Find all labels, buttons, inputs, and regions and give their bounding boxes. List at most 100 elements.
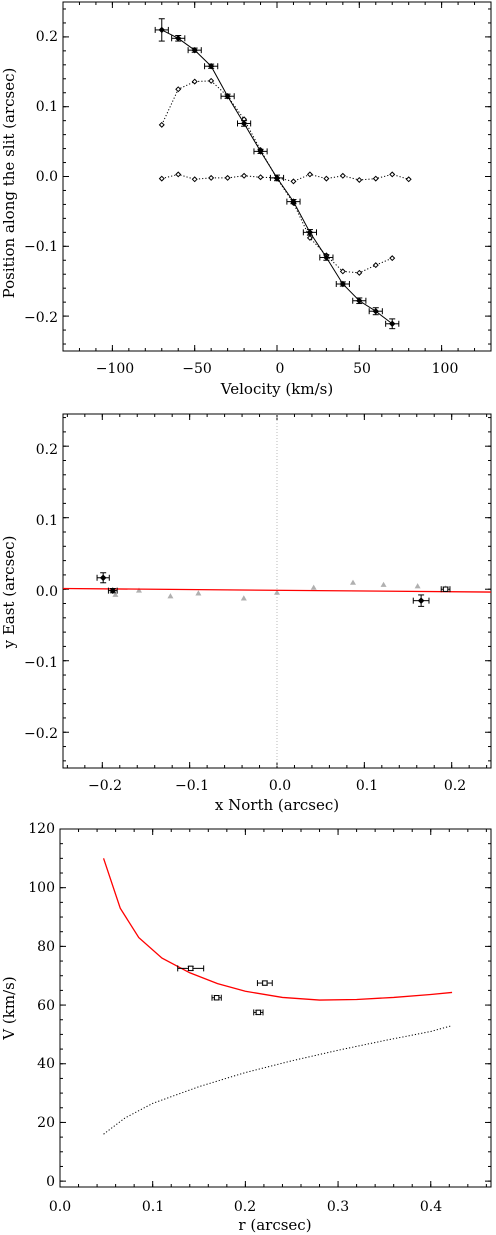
filled-data-point (389, 320, 396, 327)
y-axis-label: Position along the slit (arcsec) (0, 68, 18, 299)
y-tick-label: 0.2 (36, 29, 58, 45)
red-fit-line (62, 587, 492, 593)
y-tick-label: 0 (46, 1174, 55, 1190)
open-diamond-point (389, 255, 396, 262)
y-tick-label: −0.1 (24, 655, 58, 671)
filled-data-point (339, 280, 347, 288)
open-diamond-point (208, 77, 215, 84)
x-tick-label: 100 (432, 361, 459, 377)
open-diamond-point (257, 174, 264, 181)
filled-data-point (158, 26, 165, 34)
x-tick-label: 50 (353, 361, 371, 377)
x-tick-label: −0.1 (175, 778, 209, 794)
open-square-point (262, 980, 268, 986)
y-tick-label: 0.0 (36, 584, 58, 600)
gray-triangle-point (195, 590, 202, 596)
x-tick-label: −0.2 (88, 778, 122, 794)
x-tick-label: −100 (96, 361, 134, 377)
open-diamond-point (175, 86, 182, 93)
gray-triangle-point (135, 587, 142, 593)
x-tick-label: 0.0 (269, 778, 291, 794)
y-tick-label: 40 (37, 1056, 55, 1072)
y-tick-label: 0.1 (36, 513, 58, 529)
y-tick-label: 0.1 (36, 99, 58, 115)
filled-data-point (372, 308, 379, 315)
open-diamond-point (306, 171, 313, 178)
open-square-point (442, 586, 449, 592)
open-diamond-point (224, 174, 231, 181)
y-tick-label: 20 (37, 1115, 55, 1131)
filled-data-point (417, 597, 425, 604)
gray-triangle-point (310, 584, 317, 590)
tick-marks (63, 414, 491, 768)
y-tick-label: 0.2 (36, 442, 58, 458)
plot-area (62, 414, 492, 768)
x-axis-label: Velocity (km/s) (220, 380, 333, 398)
dotted-model-curve (103, 1025, 453, 1135)
open-diamond-point (191, 176, 198, 183)
filled-data-point (240, 120, 248, 127)
open-diamond-point (372, 175, 379, 182)
filled-data-point (290, 198, 297, 205)
x-tick-label: 0.3 (327, 1199, 349, 1215)
open-diamond-point (339, 172, 346, 179)
x-tick-label: 0 (276, 361, 285, 377)
open-square-point (187, 965, 194, 972)
open-diamond-point (306, 234, 313, 241)
filled-data-point (191, 46, 198, 54)
y-tick-label: 100 (28, 880, 55, 896)
plot-area (154, 18, 412, 330)
panel-velocity-position: −100 −50 0 50 100 −0.2 −0.1 0.0 0.1 0.2 … (0, 1, 492, 398)
open-diamond-point (356, 269, 363, 276)
y-tick-label: −0.1 (24, 239, 58, 255)
filled-data-point (273, 174, 281, 182)
y-axis-label: y East (arcsec) (0, 536, 18, 650)
filled-data-point (323, 254, 330, 261)
x-axis-label: r (arcsec) (238, 1216, 311, 1234)
open-square-point (255, 1009, 262, 1016)
y-tick-label: 0.0 (36, 169, 58, 185)
filled-data-point (257, 148, 264, 155)
x-tick-label: 0.2 (234, 1199, 256, 1215)
open-diamond-point (389, 171, 396, 178)
open-diamond-point (356, 176, 363, 183)
gray-triangle-point (112, 591, 119, 597)
gray-triangle-point (240, 595, 247, 601)
gray-triangle-point (349, 579, 356, 585)
x-tick-label: 0.0 (49, 1199, 71, 1215)
filled-data-point (306, 229, 314, 236)
gray-triangle-point (274, 589, 280, 595)
open-diamond-point (290, 178, 297, 185)
gray-triangle-point (414, 583, 421, 589)
filled-data-point (356, 297, 363, 304)
series-line-dotted (161, 173, 409, 182)
x-tick-label: −50 (182, 361, 212, 377)
filled-data-point (99, 574, 107, 582)
open-diamond-point (405, 176, 412, 183)
open-diamond-point (158, 121, 165, 128)
y-tick-label: −0.2 (24, 726, 58, 742)
open-square-point (213, 995, 220, 1001)
filled-data-point (175, 35, 182, 42)
x-tick-label: 0.1 (142, 1199, 164, 1215)
tick-marks (62, 2, 492, 351)
y-axis-label: V (km/s) (0, 976, 18, 1040)
filled-data-point (224, 93, 231, 100)
open-diamond-point (175, 171, 182, 178)
y-tick-label: 80 (37, 939, 55, 955)
x-tick-label: 0.4 (420, 1199, 442, 1215)
x-tick-label: 0.2 (444, 778, 466, 794)
plot-frame (59, 828, 492, 1188)
red-model-curve (102, 858, 453, 1001)
plot-area (102, 858, 453, 1135)
gray-triangle-point (167, 593, 174, 599)
y-tick-label: 60 (37, 998, 55, 1014)
panel-position-map: −0.2 −0.1 0.0 0.1 0.2 −0.2 −0.1 0.0 0.1 … (0, 413, 492, 814)
open-diamond-point (372, 262, 379, 269)
open-diamond-point (208, 174, 215, 181)
filled-data-point (109, 587, 117, 594)
y-tick-label: −0.2 (24, 310, 58, 326)
open-diamond-point (191, 78, 198, 85)
open-diamond-point (323, 175, 330, 182)
